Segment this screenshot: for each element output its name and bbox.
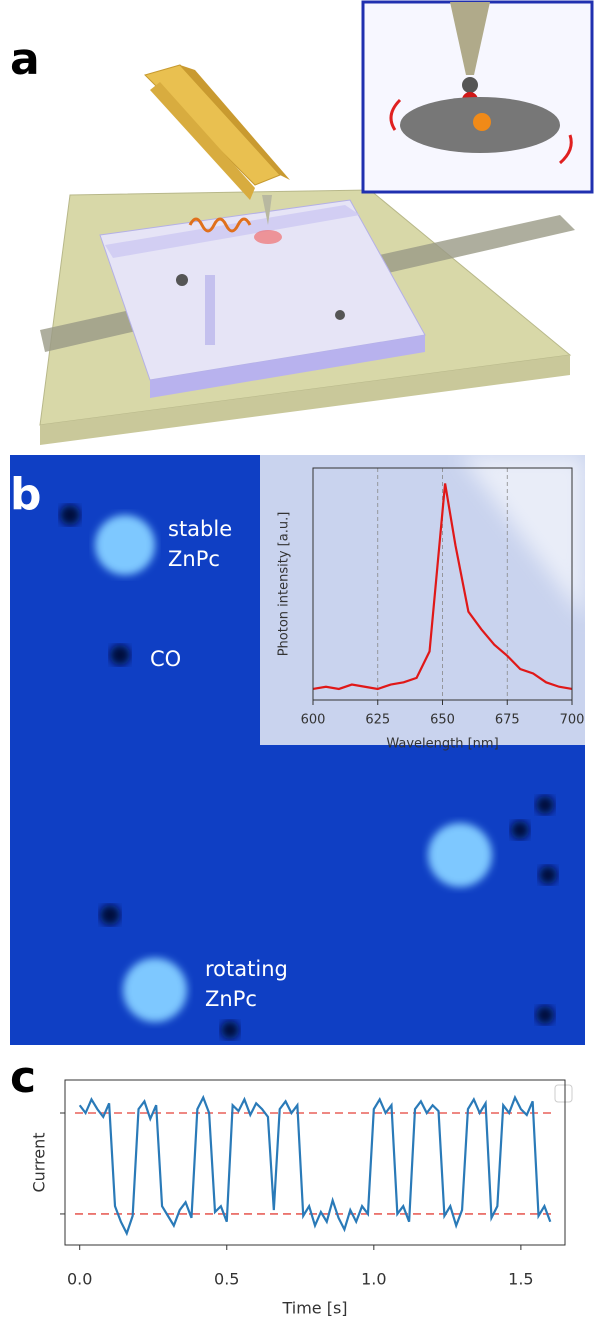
x-tick-label: 650: [430, 713, 455, 728]
annotation: ZnPc: [168, 547, 220, 571]
annotation: ZnPc: [205, 987, 257, 1011]
annotation: stable: [168, 517, 232, 541]
x-tick-label: 0.5: [214, 1270, 239, 1289]
y-axis-label: Photon intensity [a.u.]: [277, 512, 292, 657]
x-tick-label: 1.5: [508, 1270, 533, 1289]
y-axis-label: Current: [30, 1132, 49, 1192]
figure: a b stable ZnPc CO rotating ZnPc c 600 62…: [0, 0, 595, 1323]
x-axis-label: Wavelength [nm]: [386, 737, 498, 752]
x-tick-label: 700: [560, 713, 585, 728]
panel-label: a: [10, 34, 40, 85]
legend-box: [555, 1085, 572, 1102]
stm-image: [10, 455, 585, 1045]
x-tick-label: 600: [301, 713, 326, 728]
plot-frame: [65, 1080, 565, 1245]
x-axis-label: Time [s]: [281, 1299, 347, 1318]
x-tick-label: 675: [495, 713, 520, 728]
illustration: [40, 2, 592, 445]
annotation: CO: [150, 647, 181, 671]
annotation: rotating: [205, 957, 288, 981]
data-line: [80, 1097, 551, 1233]
panel-label: c: [10, 1052, 36, 1103]
x-tick-label: 625: [365, 713, 390, 728]
x-tick-label: 0.0: [67, 1270, 92, 1289]
x-tick-label: 1.0: [361, 1270, 386, 1289]
panel-label: b: [10, 469, 42, 520]
